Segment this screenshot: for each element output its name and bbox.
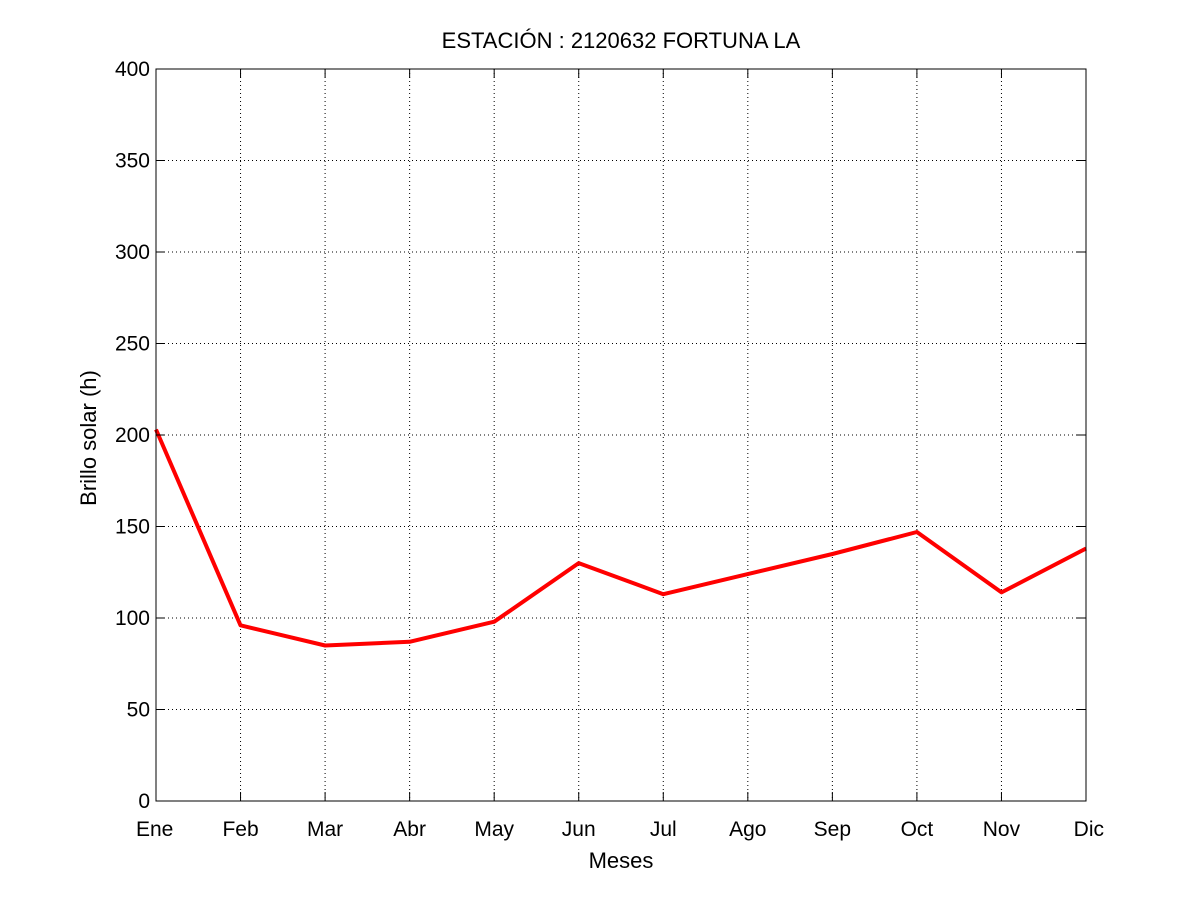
x-tick-label: Jun [562, 818, 596, 841]
x-tick-label: Jul [650, 818, 677, 841]
y-tick-label: 250 [115, 333, 150, 356]
x-tick-label: Dic [1074, 818, 1104, 841]
x-tick-label: Sep [814, 818, 851, 841]
series-lines [156, 429, 1086, 645]
x-tick-label: Abr [393, 818, 426, 841]
y-tick-label: 100 [115, 607, 150, 630]
x-tick-label: Nov [983, 818, 1021, 841]
y-tick-label: 50 [127, 699, 150, 722]
x-tick-label: May [474, 818, 514, 841]
x-tick-label: Oct [901, 818, 934, 841]
y-tick-labels: 0 50 100 150 200 250 300 350 400 [115, 58, 150, 813]
x-tick-label: Mar [307, 818, 343, 841]
chart-title: ESTACIÓN : 2120632 FORTUNA LA [442, 28, 801, 53]
x-tick-label: Ago [729, 818, 766, 841]
y-tick-label: 350 [115, 150, 150, 173]
x-axis-label: Meses [589, 848, 654, 873]
y-tick-label: 300 [115, 241, 150, 264]
grid-lines [156, 69, 1086, 801]
x-tick-label: Feb [222, 818, 258, 841]
y-tick-label: 0 [138, 790, 150, 813]
y-tick-label: 150 [115, 516, 150, 539]
series-line [156, 430, 1086, 646]
y-tick-label: 200 [115, 424, 150, 447]
y-tick-label: 400 [115, 58, 150, 81]
x-tick-labels: Ene Feb Mar Abr May Jun Jul Ago Sep Oct Nov Dic [136, 818, 1104, 841]
x-tick-label: Ene [136, 818, 173, 841]
y-axis-label: Brillo solar (h) [76, 370, 101, 506]
